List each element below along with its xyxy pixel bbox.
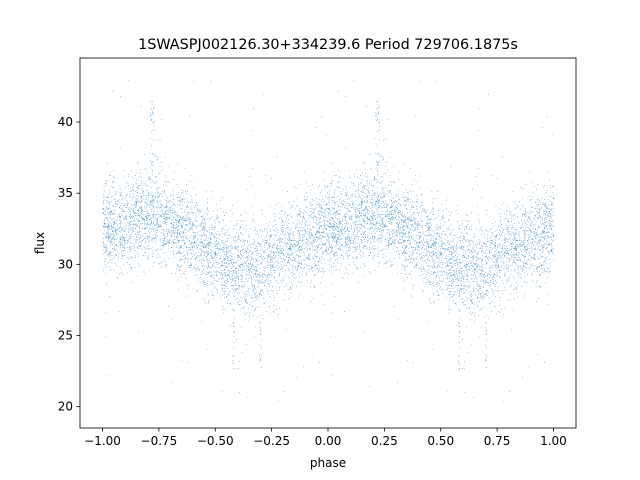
y-tick-label: 40 [58, 115, 73, 129]
chart-title: 1SWASPJ002126.30+334239.6 Period 729706.… [138, 37, 518, 53]
y-tick-label: 25 [58, 329, 73, 343]
y-tick-label: 30 [58, 257, 73, 271]
y-axis: 20 25 30 35 40 [58, 115, 80, 414]
x-axis-label: phase [310, 456, 346, 470]
x-tick-label: 0.00 [315, 434, 342, 448]
x-tick-label: 1.00 [540, 434, 567, 448]
x-tick-label: 0.75 [484, 434, 511, 448]
x-tick-label: −0.50 [197, 434, 234, 448]
x-tick-label: 0.25 [371, 434, 398, 448]
y-axis-label: flux [33, 232, 47, 254]
y-tick-label: 35 [58, 186, 73, 200]
x-tick-label: −1.00 [84, 434, 121, 448]
x-tick-label: −0.25 [253, 434, 290, 448]
x-axis: −1.00 −0.75 −0.50 −0.25 0.00 0.25 0.50 0.75 1.00 [84, 428, 567, 448]
x-tick-label: 0.50 [427, 434, 454, 448]
y-tick-label: 20 [58, 400, 73, 414]
x-tick-label: −0.75 [141, 434, 178, 448]
